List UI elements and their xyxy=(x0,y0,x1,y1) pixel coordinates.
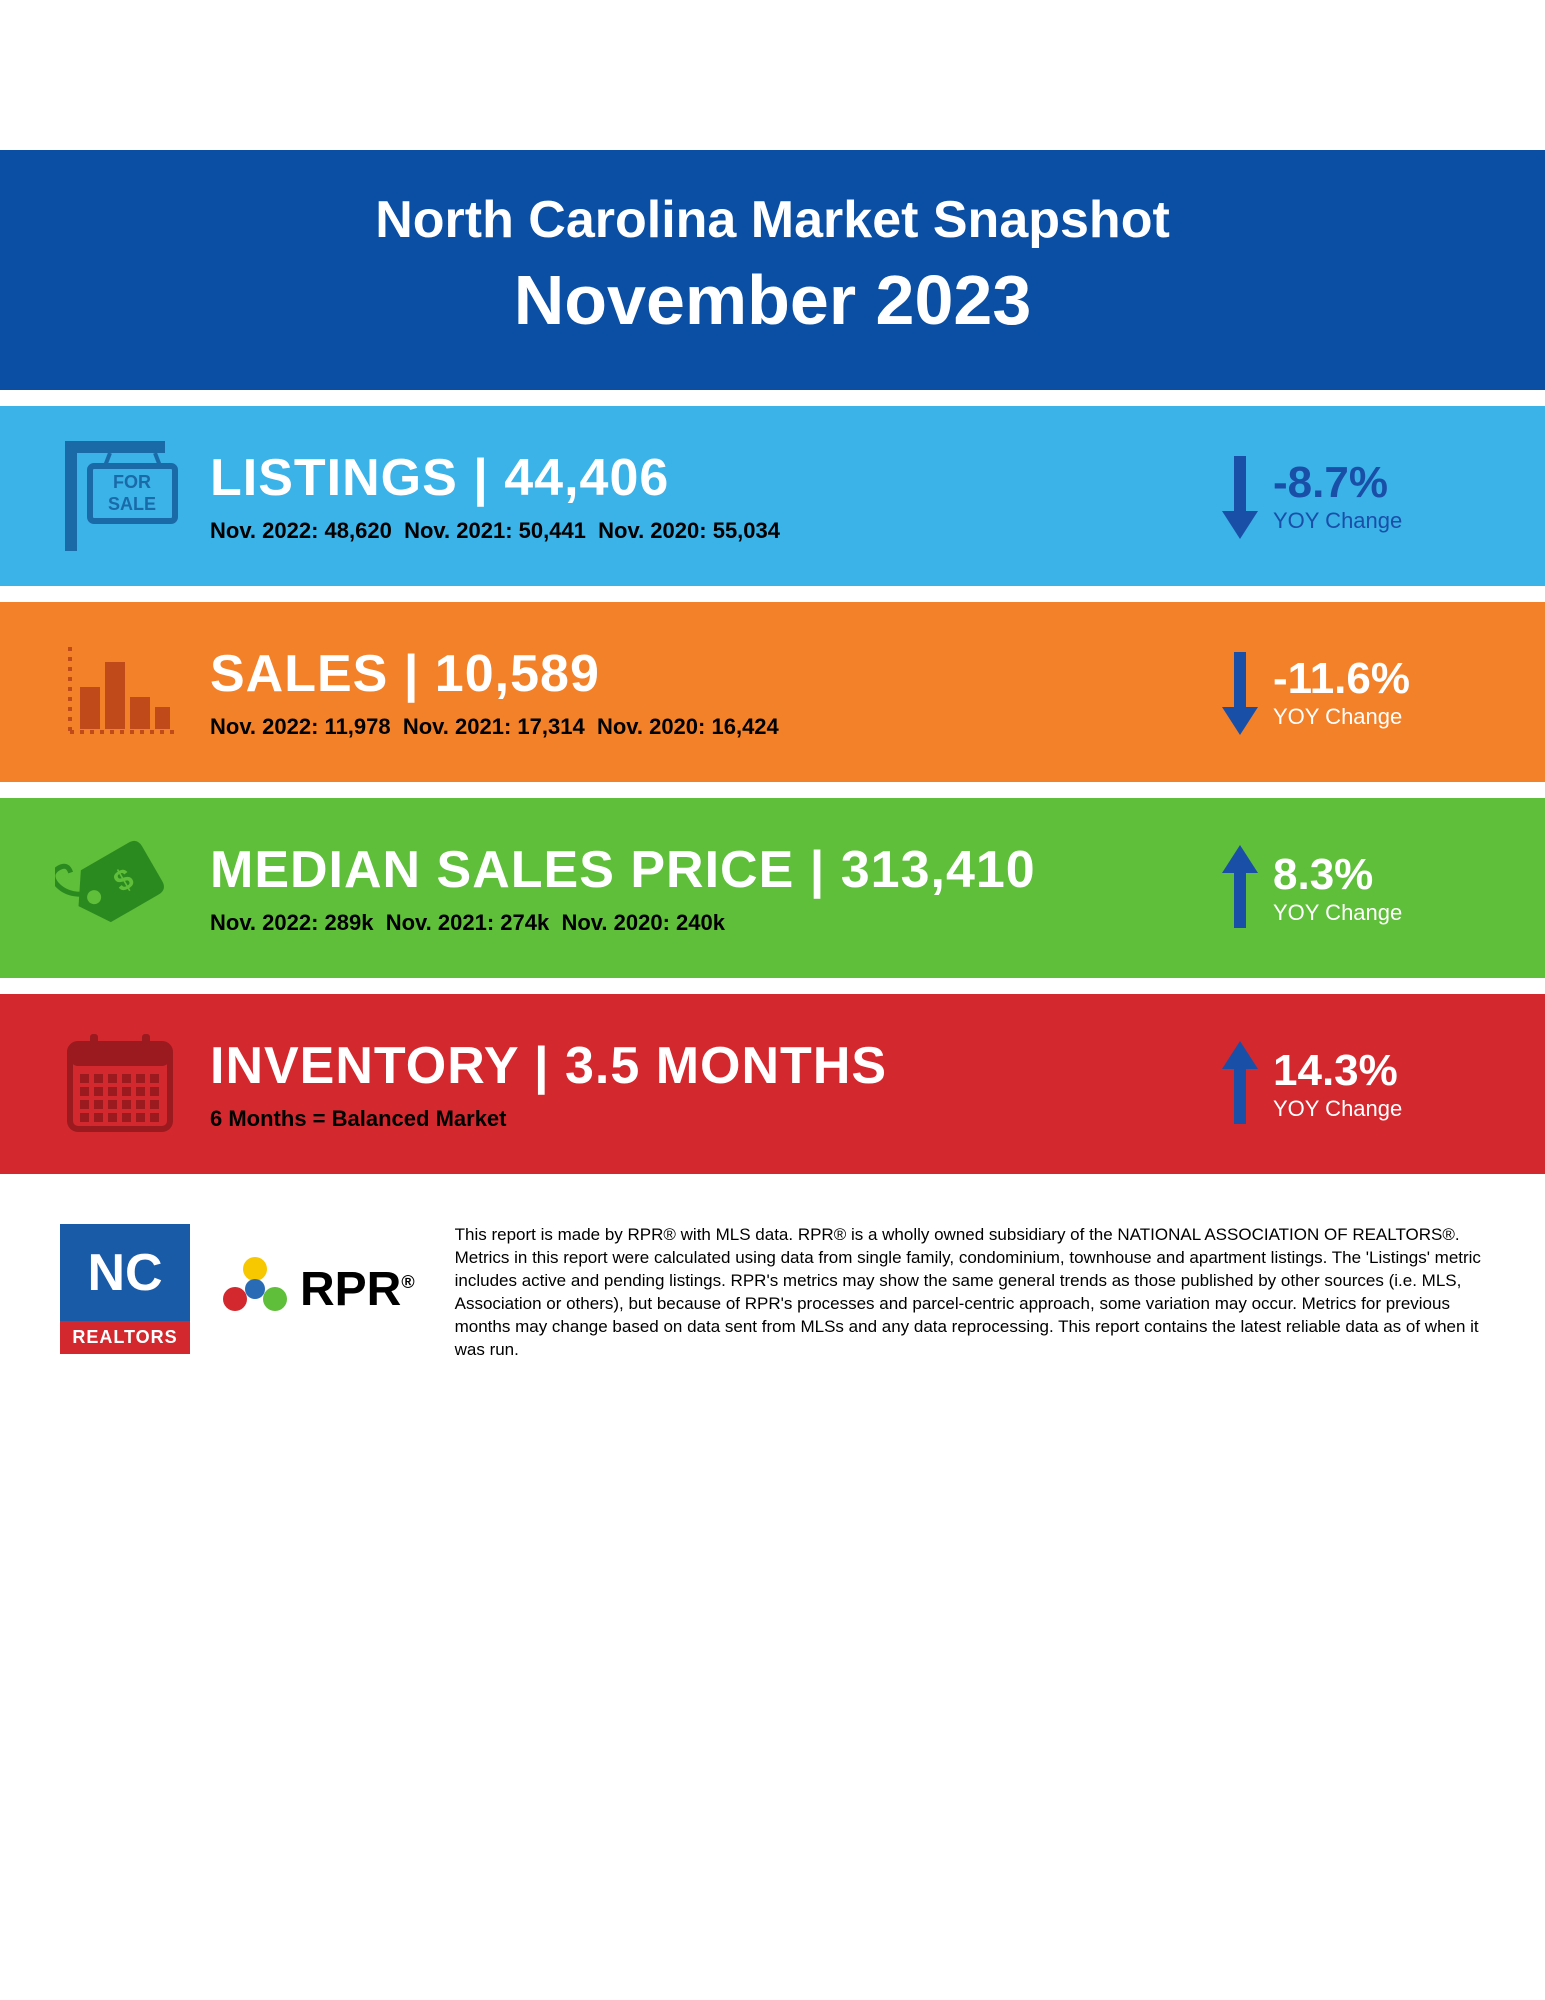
spacer xyxy=(0,978,1545,994)
spacer xyxy=(0,782,1545,798)
spacer xyxy=(0,390,1545,406)
header-subtitle: November 2023 xyxy=(20,260,1525,340)
metric-history: Nov. 2022: 48,620 Nov. 2021: 50,441 Nov.… xyxy=(210,518,1215,544)
spacer xyxy=(0,586,1545,602)
metric-change: -8.7% YOY Change xyxy=(1215,451,1495,541)
svg-text:SALE: SALE xyxy=(108,494,156,514)
metric-change: 14.3% YOY Change xyxy=(1215,1039,1495,1129)
arrow-up-icon xyxy=(1215,843,1265,933)
rpr-logo: RPR® xyxy=(220,1254,415,1324)
infographic: North Carolina Market Snapshot November … xyxy=(0,0,1545,1482)
metric-history: Nov. 2022: 289k Nov. 2021: 274k Nov. 202… xyxy=(210,910,1215,936)
metric-main: INVENTORY | 3.5 MONTHS 6 Months = Balanc… xyxy=(200,1036,1215,1132)
change-pct: -11.6% xyxy=(1273,654,1410,704)
disclaimer-text: This report is made by RPR® with MLS dat… xyxy=(415,1224,1485,1362)
change-pct: -8.7% xyxy=(1273,458,1402,508)
for-sale-sign-icon: FOR SALE xyxy=(40,436,200,556)
metric-note: 6 Months = Balanced Market xyxy=(210,1106,1215,1132)
change-label: YOY Change xyxy=(1273,900,1402,926)
metric-row-inventory: INVENTORY | 3.5 MONTHS 6 Months = Balanc… xyxy=(0,994,1545,1174)
rpr-logo-icon xyxy=(220,1254,290,1324)
footer: NC REALTORS RPR® This report is made by … xyxy=(0,1174,1545,1482)
metric-main: SALES | 10,589 Nov. 2022: 11,978 Nov. 20… xyxy=(200,644,1215,740)
change-label: YOY Change xyxy=(1273,508,1402,534)
metric-title: MEDIAN SALES PRICE | 313,410 xyxy=(210,840,1215,900)
price-tag-icon: $ xyxy=(40,828,200,948)
metric-change: 8.3% YOY Change xyxy=(1215,843,1495,933)
nc-logo-subtext: REALTORS xyxy=(60,1321,190,1354)
change-text: -8.7% YOY Change xyxy=(1265,458,1402,534)
bar-chart-icon xyxy=(40,637,200,747)
metric-title: SALES | 10,589 xyxy=(210,644,1215,704)
rpr-logo-text: RPR® xyxy=(300,1262,415,1317)
change-text: 14.3% YOY Change xyxy=(1265,1046,1402,1122)
change-text: -11.6% YOY Change xyxy=(1265,654,1410,730)
header-title: North Carolina Market Snapshot xyxy=(20,190,1525,250)
nc-realtors-logo: NC REALTORS xyxy=(60,1224,190,1354)
change-pct: 14.3% xyxy=(1273,1046,1402,1096)
metrics-container: FOR SALE LISTINGS | 44,406 Nov. 2022: 48… xyxy=(0,406,1545,1174)
metric-row-listings: FOR SALE LISTINGS | 44,406 Nov. 2022: 48… xyxy=(0,406,1545,586)
metric-main: LISTINGS | 44,406 Nov. 2022: 48,620 Nov.… xyxy=(200,448,1215,544)
metric-main: MEDIAN SALES PRICE | 313,410 Nov. 2022: … xyxy=(200,840,1215,936)
metric-title: LISTINGS | 44,406 xyxy=(210,448,1215,508)
metric-title: INVENTORY | 3.5 MONTHS xyxy=(210,1036,1215,1096)
change-label: YOY Change xyxy=(1273,704,1410,730)
change-label: YOY Change xyxy=(1273,1096,1402,1122)
metric-row-median_price: $ MEDIAN SALES PRICE | 313,410 Nov. 2022… xyxy=(0,798,1545,978)
metric-row-sales: SALES | 10,589 Nov. 2022: 11,978 Nov. 20… xyxy=(0,602,1545,782)
metric-change: -11.6% YOY Change xyxy=(1215,647,1495,737)
header: North Carolina Market Snapshot November … xyxy=(0,150,1545,390)
svg-text:FOR: FOR xyxy=(113,472,151,492)
arrow-down-icon xyxy=(1215,647,1265,737)
arrow-down-icon xyxy=(1215,451,1265,541)
arrow-up-icon xyxy=(1215,1039,1265,1129)
change-text: 8.3% YOY Change xyxy=(1265,850,1402,926)
calendar-icon xyxy=(40,1024,200,1144)
logos: NC REALTORS RPR® xyxy=(60,1224,415,1354)
nc-logo-text: NC xyxy=(60,1224,190,1321)
change-pct: 8.3% xyxy=(1273,850,1402,900)
metric-history: Nov. 2022: 11,978 Nov. 2021: 17,314 Nov.… xyxy=(210,714,1215,740)
